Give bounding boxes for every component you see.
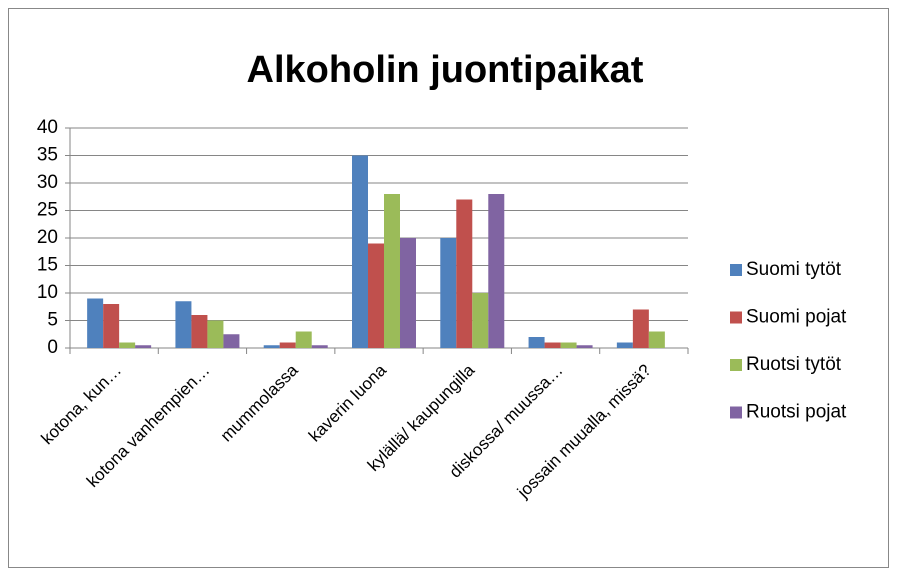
y-tick-label: 35 xyxy=(37,145,58,166)
bar xyxy=(352,155,368,348)
legend-label: Ruotsi tytöt xyxy=(746,354,842,375)
y-tick-label: 20 xyxy=(37,227,58,248)
bar xyxy=(384,194,400,348)
bar xyxy=(191,315,208,348)
bar xyxy=(400,238,416,348)
bar xyxy=(279,342,296,348)
y-tick-label: 30 xyxy=(37,172,58,193)
y-tick-label: 15 xyxy=(37,255,58,276)
bar xyxy=(488,194,505,348)
bar xyxy=(368,243,384,348)
legend-swatch xyxy=(730,264,742,276)
bar xyxy=(207,320,224,348)
bar xyxy=(103,304,120,348)
y-tick-label: 5 xyxy=(47,310,58,331)
bar xyxy=(223,334,240,348)
bar xyxy=(544,342,561,348)
legend-swatch xyxy=(730,311,742,324)
y-tick-label: 10 xyxy=(37,282,58,303)
legend-swatch xyxy=(730,406,742,419)
legend-label: Suomi pojat xyxy=(746,307,847,328)
y-tick-label: 0 xyxy=(47,337,58,358)
y-tick-label: 25 xyxy=(37,200,58,221)
bar xyxy=(472,293,489,348)
bar xyxy=(263,345,280,348)
bar xyxy=(456,199,473,348)
bar xyxy=(560,342,577,348)
legend-label: Ruotsi pojat xyxy=(746,402,847,423)
bar xyxy=(175,301,192,348)
bar xyxy=(576,345,593,348)
legend-label: Suomi tytöt xyxy=(746,259,842,280)
bar xyxy=(311,345,328,348)
bar xyxy=(632,309,649,348)
bar xyxy=(648,331,665,348)
bar xyxy=(440,238,457,348)
bar xyxy=(135,345,152,348)
bar xyxy=(119,342,136,348)
bar xyxy=(528,337,545,348)
bar xyxy=(616,342,633,348)
legend-swatch xyxy=(730,359,742,371)
bar xyxy=(295,331,312,348)
chart-title: Alkoholin juontipaikat xyxy=(247,49,644,91)
y-tick-label: 40 xyxy=(37,117,58,138)
bar xyxy=(87,298,104,348)
